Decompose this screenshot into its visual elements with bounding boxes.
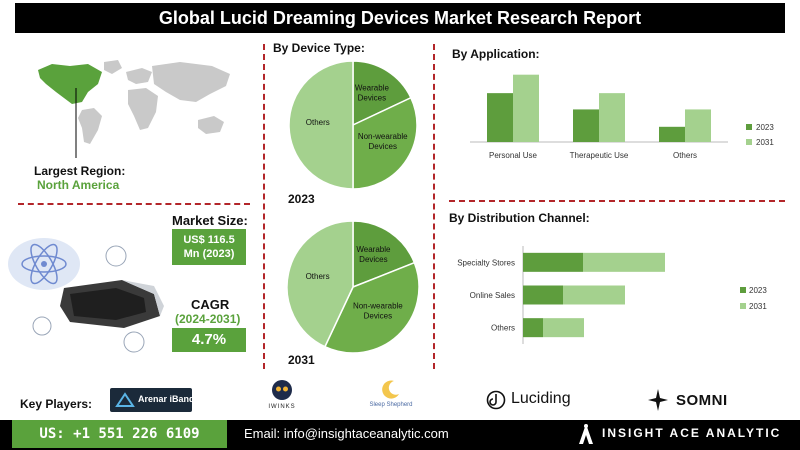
device-type-title: By Device Type:	[273, 41, 365, 55]
dist-legend-swatch-2031	[740, 303, 746, 309]
market-size-value-line1: US$ 116.5	[183, 234, 235, 246]
pie2031-label-1: Non-wearable Devices	[353, 301, 403, 320]
app-bar-1-2023	[573, 109, 599, 142]
pie-year-2023: 2023	[288, 192, 315, 206]
distribution-title: By Distribution Channel:	[449, 211, 590, 225]
dist-legend-2031: 2031	[749, 302, 767, 311]
app-bar-2-2031	[685, 109, 711, 142]
cagr-period: (2024-2031)	[175, 312, 241, 326]
largest-region-label: Largest Region:	[34, 164, 126, 178]
gem-icon-2	[32, 316, 52, 336]
brand-name: INSIGHT ACE ANALYTIC	[602, 426, 782, 440]
map-africa	[128, 88, 158, 130]
pie2023-slice-0	[352, 60, 412, 127]
divider-right	[433, 44, 435, 369]
app-bar-2-2023	[659, 126, 685, 142]
dist-legend-2023: 2023	[749, 286, 767, 295]
divider-left	[263, 44, 265, 369]
app-bar-1-2031	[599, 93, 625, 142]
dist-tick-0: Specialty Stores	[457, 258, 515, 267]
app-legend-swatch-2031	[746, 139, 752, 145]
map-asia	[152, 62, 230, 102]
pie2023-slice-1	[352, 96, 418, 190]
player-logo-sleep-shepherd: Sleep Shepherd	[366, 378, 416, 416]
map-north-america	[38, 64, 102, 104]
application-title: By Application:	[452, 47, 540, 61]
map-south-america	[78, 108, 102, 144]
player-logo-somni: SOMNI	[648, 389, 748, 413]
pie2031-slice-0	[352, 220, 416, 289]
pie-chart-2023: Wearable Devices Non-wearable Devices Others	[288, 60, 418, 190]
insight-ace-logo-icon	[579, 424, 593, 444]
app-legend-2023: 2023	[756, 123, 774, 132]
player-logo-iband: Arenar iBand+	[110, 388, 200, 412]
app-tick-2: Others	[673, 151, 697, 160]
pie-chart-2031: Wearable Devices Non-wearable Devices Others	[286, 220, 420, 354]
gem-icon-1	[105, 245, 127, 267]
dist-bar-0-2023	[523, 252, 583, 272]
cagr-value-box: 4.7%	[172, 328, 246, 352]
app-tick-0: Personal Use	[489, 151, 538, 160]
player-name-1: Arenar iBand+	[138, 394, 200, 404]
dist-bar-1-2023	[523, 285, 563, 305]
distribution-bar-chart: Specialty Stores Online Sales Others 2023 20…	[457, 246, 767, 344]
map-greenland	[104, 60, 122, 74]
pie2031-slice-1	[323, 261, 420, 354]
market-size-value-line2: Mn (2023)	[183, 248, 235, 260]
world-map	[38, 60, 230, 158]
dist-bar-2-2031	[543, 318, 584, 338]
contact-phone[interactable]: US: +1 551 226 6109	[12, 420, 227, 448]
dist-tick-2: Others	[491, 324, 515, 333]
pie2031-label-0: Wearable Devices	[356, 245, 391, 264]
vr-headset-illustration	[8, 238, 164, 353]
moon-icon	[382, 380, 399, 399]
largest-region-value: North America	[37, 178, 120, 192]
app-bar-0-2031	[513, 74, 539, 142]
gem-icon-3	[123, 331, 145, 353]
market-size-box: US$ 116.5 Mn (2023)	[172, 229, 246, 265]
iband-logo-icon	[115, 392, 135, 407]
contact-email[interactable]: Email: info@insightaceanalytic.com	[244, 426, 449, 441]
map-australia	[198, 116, 224, 134]
player-name-5: SOMNI	[676, 392, 728, 409]
pie2023-label-0: Wearable Devices	[355, 83, 390, 102]
app-bar-0-2023	[487, 93, 513, 142]
map-europe	[126, 68, 152, 84]
divider-left-h	[18, 203, 250, 205]
report-title: Global Lucid Dreaming Devices Market Res…	[15, 3, 785, 33]
pie2023-slice-2	[288, 60, 354, 190]
pie-year-2031: 2031	[288, 353, 315, 367]
dist-legend-swatch-2023	[740, 287, 746, 293]
app-legend-swatch-2023	[746, 124, 752, 130]
player-name-3: Sleep Shepherd	[369, 402, 413, 408]
application-bar-chart: Personal Use Therapeutic Use Others 2023 203…	[470, 74, 774, 160]
pie2023-label-2: Others	[306, 118, 330, 127]
pie2031-slice-2	[286, 220, 354, 348]
dist-bar-0-2031	[583, 252, 665, 272]
dist-tick-1: Online Sales	[470, 291, 515, 300]
divider-right-h	[449, 200, 785, 202]
somni-logo-icon	[648, 389, 668, 411]
player-logo-luciding: Luciding	[486, 389, 586, 411]
app-legend-2031: 2031	[756, 138, 774, 147]
player-name-4: Luciding	[511, 390, 571, 407]
luciding-logo-icon	[486, 390, 506, 410]
key-players-label: Key Players:	[20, 397, 93, 411]
market-size-label: Market Size:	[172, 213, 248, 228]
dist-bar-2-2023	[523, 318, 543, 338]
pie2023-label-1: Non-wearable Devices	[358, 132, 408, 151]
iwinks-owl-icon	[272, 380, 292, 400]
pie2031-label-2: Others	[306, 272, 330, 281]
app-tick-1: Therapeutic Use	[570, 151, 629, 160]
player-logo-iwinks: IWINKS	[262, 379, 302, 417]
cagr-label: CAGR	[191, 297, 230, 312]
player-name-2: IWINKS	[268, 404, 296, 410]
dist-bar-1-2031	[563, 285, 625, 305]
